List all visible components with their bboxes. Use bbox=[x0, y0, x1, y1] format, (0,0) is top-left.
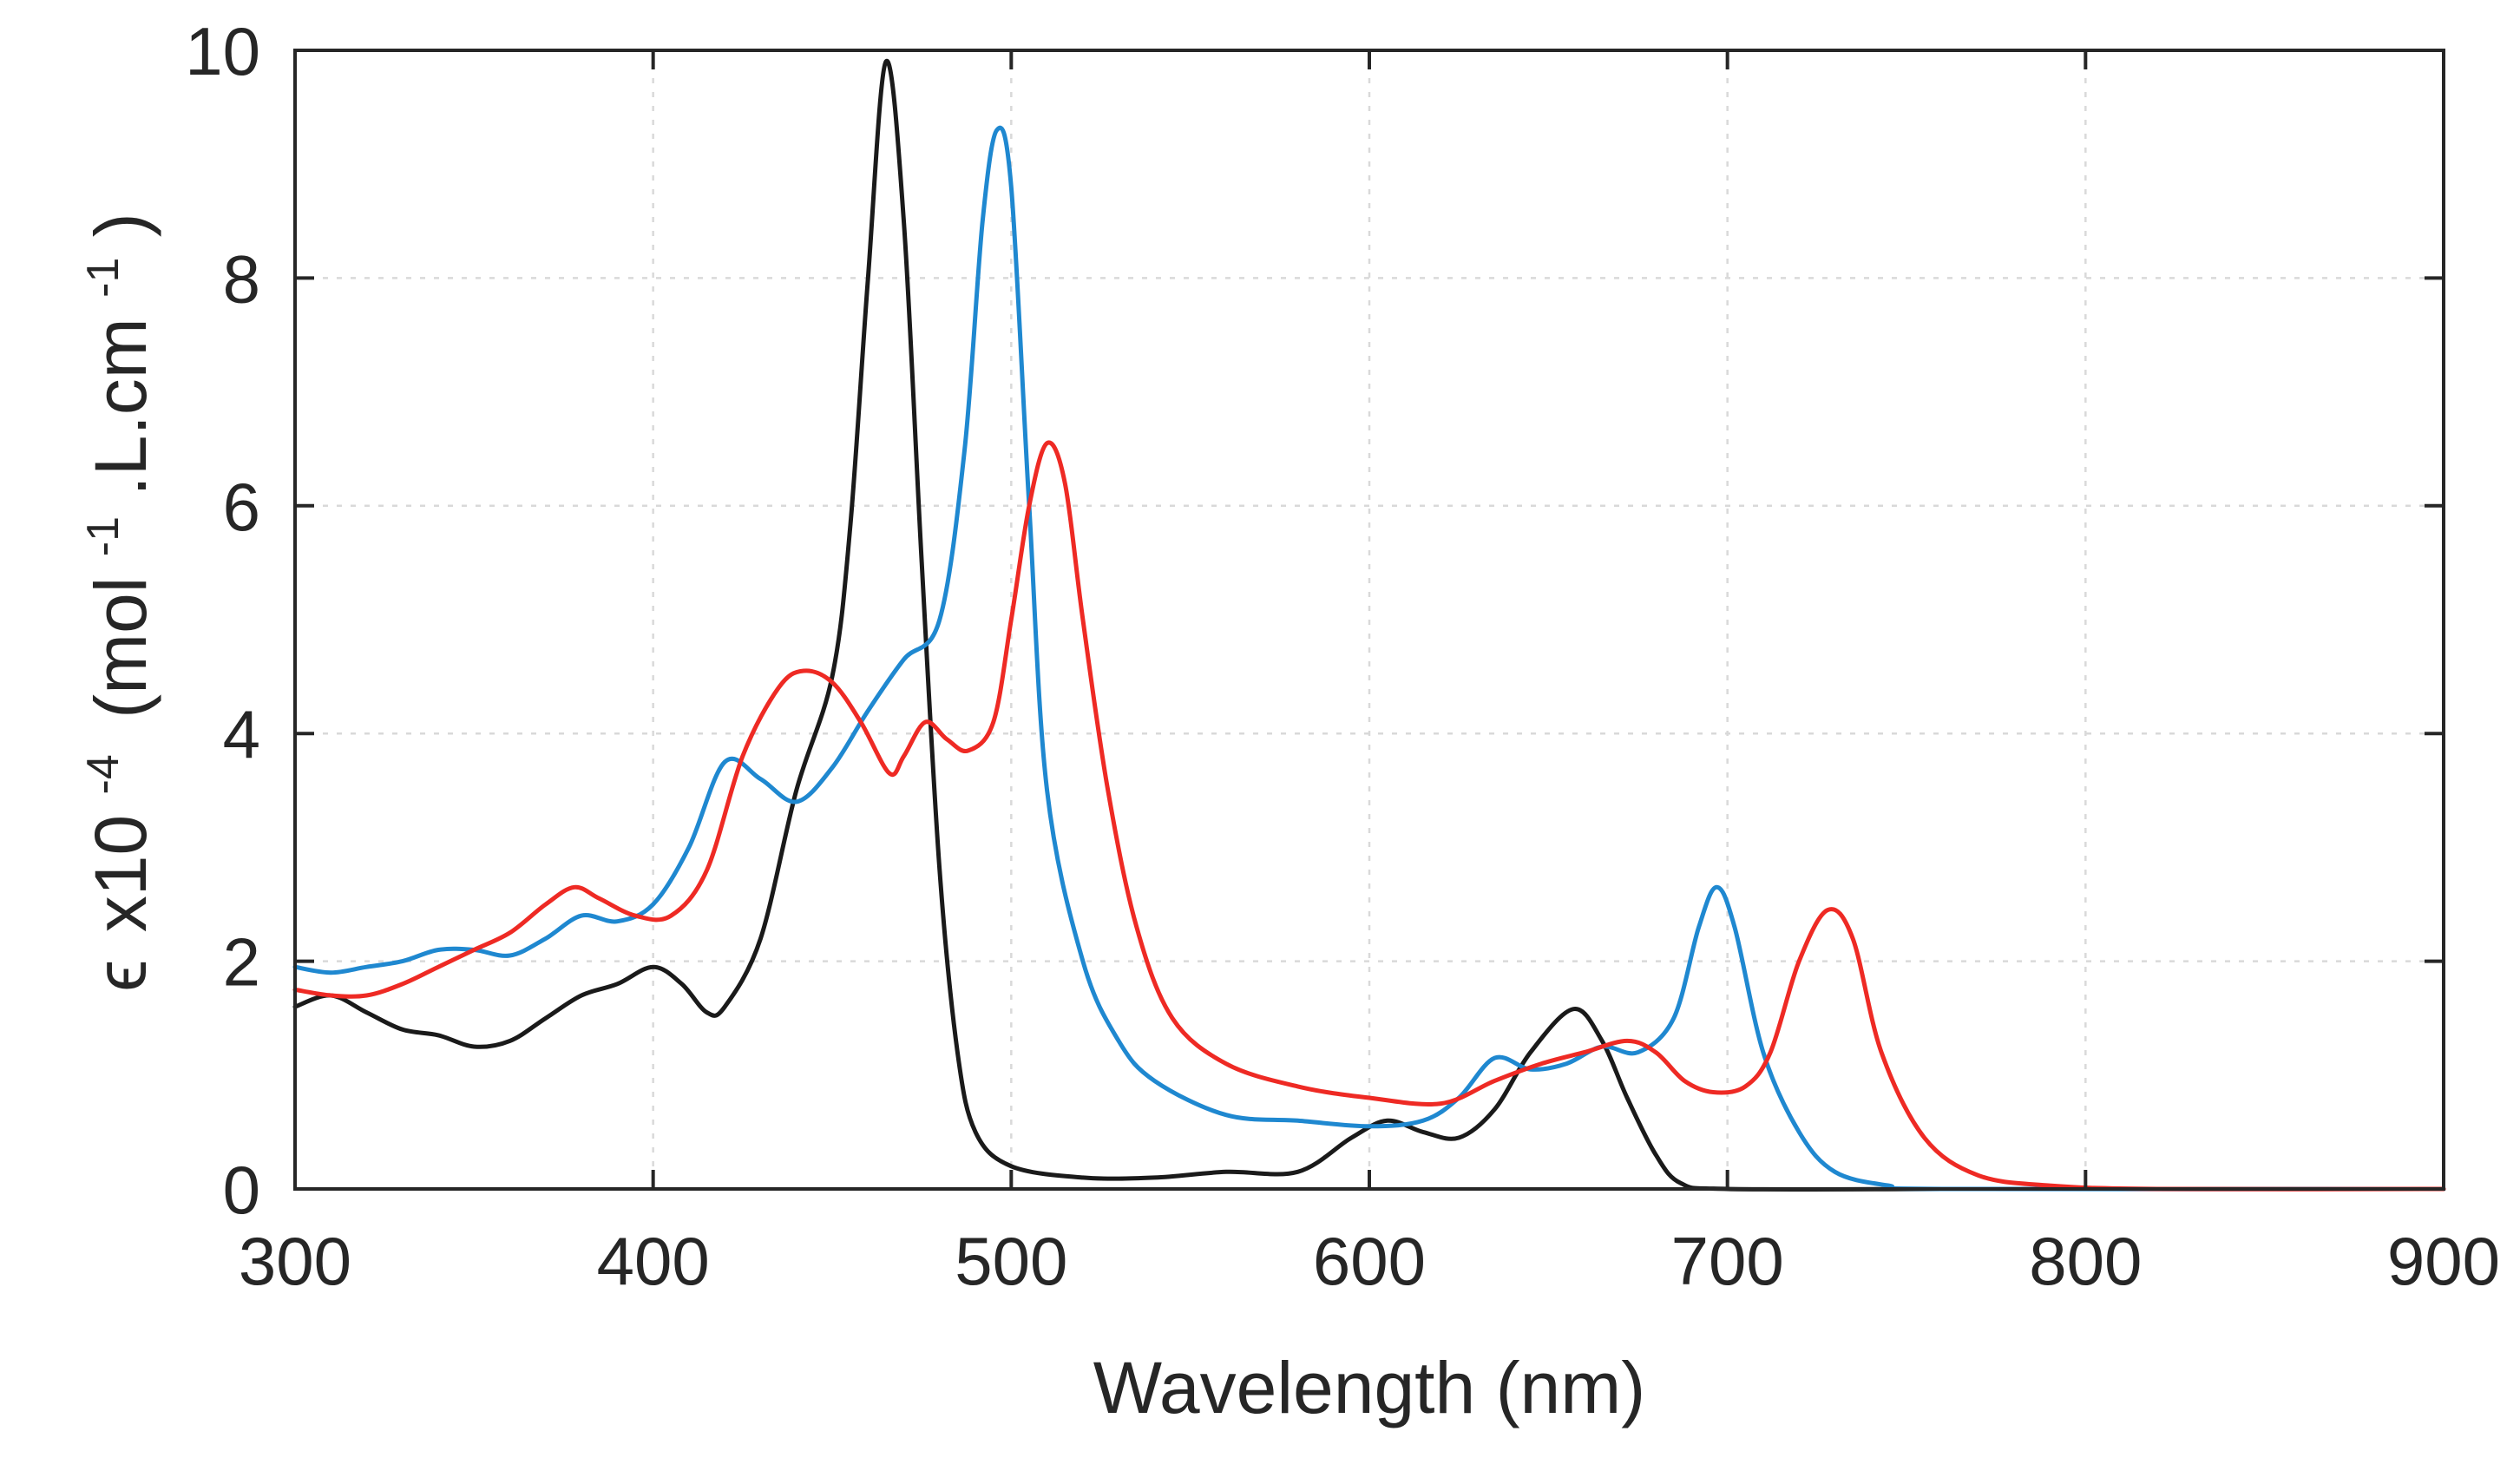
series-lines bbox=[292, 58, 2446, 1192]
x-tick-label-800: 800 bbox=[2029, 1223, 2142, 1299]
y-axis-title-units-mid: .L.cm bbox=[80, 318, 161, 496]
y-tick-label-2: 2 bbox=[223, 924, 260, 1001]
y-axis-title-epsilon: ϵ bbox=[80, 960, 161, 992]
y-tick-label-4: 4 bbox=[223, 696, 260, 772]
y-tick-label-10: 10 bbox=[185, 13, 260, 89]
tick-marks bbox=[293, 49, 2445, 1191]
y-axis-title-exp2: -1 bbox=[78, 258, 128, 298]
tick-labels: 300 400 500 600 700 800 900 0 2 4 6 8 10 bbox=[185, 13, 2500, 1299]
x-tick-label-600: 600 bbox=[1313, 1223, 1426, 1299]
x-axis-title: Wavelength (nm) bbox=[1093, 1347, 1645, 1428]
series-line-black bbox=[292, 58, 2446, 1192]
y-axis-title-exp1: -1 bbox=[78, 516, 128, 556]
x-tick-label-700: 700 bbox=[1671, 1223, 1784, 1299]
x-tick-label-300: 300 bbox=[239, 1223, 351, 1299]
y-tick-label-8: 8 bbox=[223, 240, 260, 317]
series-line-red bbox=[292, 440, 2446, 1192]
y-axis-title-units-open: (mol bbox=[80, 577, 161, 719]
y-axis-title-power: -4 bbox=[78, 754, 128, 794]
y-axis-title: ϵ x10 -4 (mol -1 .L.cm -1 ) bbox=[52, 213, 161, 991]
y-axis-title-times: x10 bbox=[80, 815, 161, 932]
x-tick-label-500: 500 bbox=[955, 1223, 1067, 1299]
y-axis-title-units-close: ) bbox=[80, 213, 161, 237]
y-tick-label-6: 6 bbox=[223, 469, 260, 545]
x-tick-label-400: 400 bbox=[597, 1223, 710, 1299]
y-tick-label-0: 0 bbox=[223, 1152, 260, 1228]
x-tick-label-900: 900 bbox=[2387, 1223, 2500, 1299]
gridlines bbox=[295, 50, 2444, 1189]
